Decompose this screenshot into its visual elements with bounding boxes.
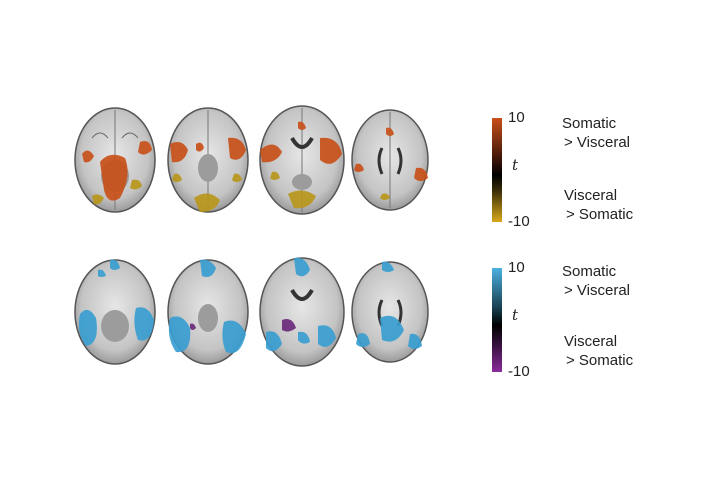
activation-cluster-somatic [294,257,310,277]
brain-slice-4 [351,261,429,363]
brain-slice-2 [167,107,249,213]
activation-cluster-visceral [92,194,104,205]
activation-cluster-somatic [134,307,154,341]
activation-cluster-somatic [168,316,191,353]
colorbar-warm [492,118,502,222]
colorbar-cool [492,268,502,372]
brain-slice-4 [351,109,429,211]
activation-cluster-somatic [380,315,404,342]
activation-cluster-visceral [232,173,242,182]
activation-cluster-visceral [194,193,220,212]
activation-cluster-somatic [298,121,306,130]
brain-slice-3 [259,105,345,215]
activation-cluster-somatic [82,150,94,163]
contrast-low-label: Visceral > Somatic [564,187,634,223]
activation-cluster-visceral [282,319,296,332]
colorbar-stat-label: t [512,156,519,174]
activation-cluster-somatic [356,333,370,347]
activation-cluster-somatic [222,320,246,354]
activation-cluster-somatic [320,137,342,164]
brain-slice-1 [74,259,156,365]
activation-cluster-somatic [260,144,282,163]
colorbar-min-label: -10 [508,213,530,230]
activation-cluster-somatic [382,261,394,272]
colorbar-stat-label: t [512,306,519,324]
activation-cluster-visceral [172,173,182,182]
activation-cluster-somatic [78,309,97,346]
somatic-vs-visceral-warm-panel: 10 t -10 Somatic > Visceral Visceral > S… [70,98,720,230]
somatic-vs-visceral-cool-panel: 10 t -10 Somatic > Visceral Visceral > S… [70,248,720,380]
brain-slice-1 [74,107,156,213]
activation-cluster-somatic [266,331,282,352]
axial-brain-slices-cool [74,257,429,367]
brain-slice-2 [167,259,249,365]
activation-cluster-somatic [170,142,188,163]
activation-cluster-visceral [130,179,142,190]
colorbar-max-label: 10 [508,109,525,126]
activation-cluster-somatic [228,137,246,160]
activation-cluster-somatic [408,333,422,349]
activation-cluster-somatic [318,325,336,347]
activation-cluster-visceral [190,323,196,330]
activation-cluster-somatic [110,259,120,270]
activation-cluster-somatic [414,167,428,181]
activation-cluster-somatic [200,259,216,277]
activation-cluster-somatic [354,163,364,172]
contrast-high-label: Somatic > Visceral [562,263,631,299]
activation-cluster-somatic [386,127,394,136]
activation-cluster-somatic [196,142,204,152]
colorbar-min-label: -10 [508,363,530,380]
activation-cluster-somatic [298,331,310,344]
activation-cluster-somatic [98,269,106,277]
axial-brain-slices-warm [74,105,429,215]
activation-cluster-somatic [138,141,152,155]
contrast-high-label: Somatic > Visceral [562,115,631,151]
activation-cluster-visceral [380,193,390,200]
activation-cluster-somatic [100,154,128,201]
activation-cluster-visceral [270,171,280,180]
colorbar-max-label: 10 [508,259,525,276]
activation-cluster-visceral [288,190,316,209]
contrast-low-label: Visceral > Somatic [564,333,634,369]
brain-slice-3 [259,257,345,367]
